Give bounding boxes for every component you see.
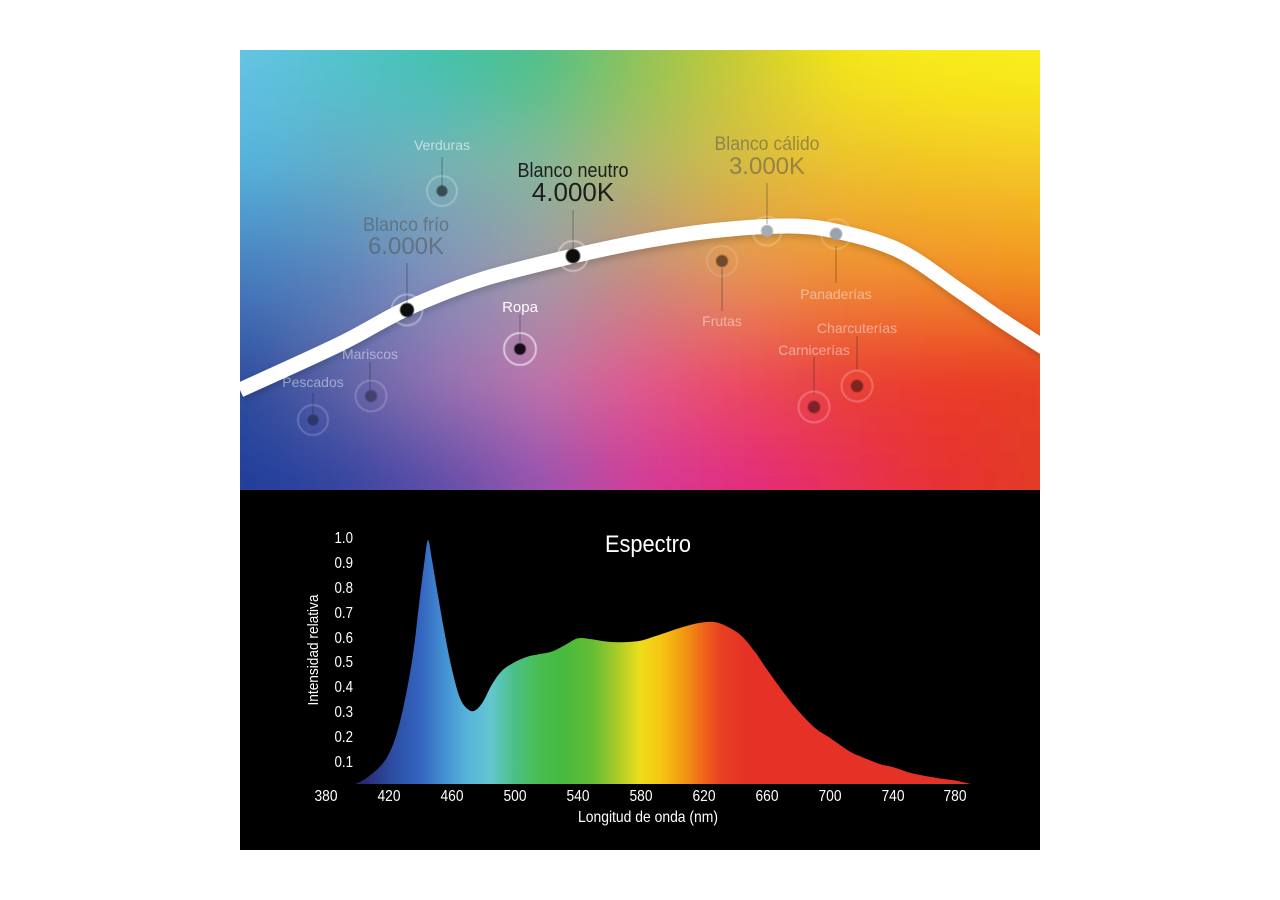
svg-text:0.3: 0.3 xyxy=(335,704,354,721)
svg-text:Carnicerías: Carnicerías xyxy=(778,342,850,358)
svg-text:Blanco cálido: Blanco cálido xyxy=(715,134,820,155)
svg-text:660: 660 xyxy=(756,788,779,805)
svg-text:620: 620 xyxy=(693,788,716,805)
svg-text:0.1: 0.1 xyxy=(335,754,354,771)
svg-text:Charcuterías: Charcuterías xyxy=(817,320,897,336)
svg-text:0.9: 0.9 xyxy=(335,555,354,572)
svg-text:380: 380 xyxy=(315,788,338,805)
svg-text:Verduras: Verduras xyxy=(414,137,470,153)
svg-text:0.6: 0.6 xyxy=(335,630,354,647)
svg-text:0.7: 0.7 xyxy=(335,605,354,622)
svg-text:Pescados: Pescados xyxy=(282,374,343,390)
svg-text:0.8: 0.8 xyxy=(335,580,354,597)
svg-text:580: 580 xyxy=(630,788,653,805)
svg-text:Intensidad relativa: Intensidad relativa xyxy=(305,594,322,706)
svg-text:Ropa: Ropa xyxy=(502,299,539,316)
svg-text:420: 420 xyxy=(378,788,401,805)
svg-text:Blanco frío: Blanco frío xyxy=(363,215,449,236)
svg-text:0.4: 0.4 xyxy=(335,679,354,696)
svg-text:4.000K: 4.000K xyxy=(532,177,615,207)
svg-text:Panaderías: Panaderías xyxy=(800,286,872,302)
svg-text:3.000K: 3.000K xyxy=(729,153,805,180)
svg-text:Mariscos: Mariscos xyxy=(342,346,398,362)
svg-text:Blanco neutro: Blanco neutro xyxy=(518,160,629,182)
svg-text:6.000K: 6.000K xyxy=(368,233,444,260)
svg-text:Frutas: Frutas xyxy=(702,313,742,329)
svg-text:460: 460 xyxy=(441,788,464,805)
svg-text:1.0: 1.0 xyxy=(335,530,354,547)
svg-text:Longitud de onda (nm): Longitud de onda (nm) xyxy=(578,809,718,826)
svg-text:500: 500 xyxy=(504,788,527,805)
svg-text:700: 700 xyxy=(819,788,842,805)
svg-text:780: 780 xyxy=(944,788,967,805)
svg-text:Espectro: Espectro xyxy=(605,531,691,558)
svg-text:0.2: 0.2 xyxy=(335,729,354,746)
svg-text:740: 740 xyxy=(882,788,905,805)
svg-text:0.5: 0.5 xyxy=(335,654,354,671)
svg-text:540: 540 xyxy=(567,788,590,805)
